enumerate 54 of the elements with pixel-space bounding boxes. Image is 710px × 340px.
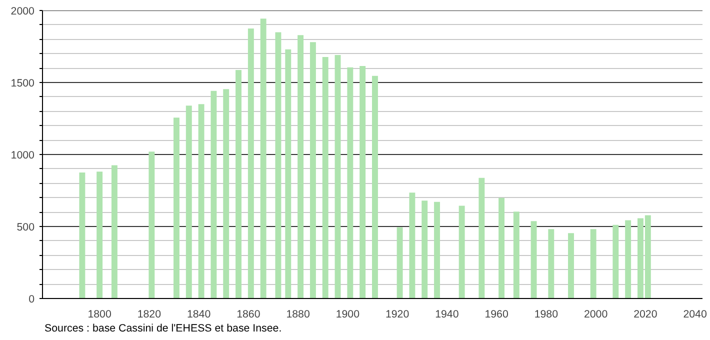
- bar: [96, 172, 103, 298]
- x-tick-label: 1960: [484, 308, 508, 320]
- bar: [248, 28, 254, 298]
- bar: [498, 198, 504, 298]
- y-tick-label: 0: [28, 294, 35, 306]
- bar: [79, 172, 86, 298]
- x-tick-label: 1900: [336, 308, 360, 320]
- x-tick-label: 1820: [137, 308, 162, 320]
- bar: [590, 229, 596, 298]
- x-tick-label: 1920: [385, 308, 410, 320]
- bar: [347, 67, 354, 298]
- bar: [409, 192, 416, 298]
- bar: [458, 206, 465, 298]
- bar: [310, 42, 316, 298]
- x-tick-label: 1880: [286, 308, 310, 320]
- bar: [360, 66, 366, 298]
- bar: [275, 32, 282, 298]
- x-tick-label: 2000: [584, 308, 608, 320]
- bar: [513, 212, 520, 298]
- y-tick-label: 1000: [10, 150, 35, 162]
- x-tick-label: 1840: [186, 308, 211, 320]
- y-tick-label: 2000: [10, 6, 35, 18]
- bar: [612, 224, 619, 298]
- bar: [478, 178, 485, 298]
- x-tick-label: 1980: [534, 308, 558, 320]
- bar: [322, 57, 328, 298]
- bar: [434, 202, 440, 298]
- bar: [111, 165, 118, 298]
- bar: [198, 104, 204, 298]
- bar: [396, 227, 403, 298]
- source-note: Sources : base Cassini de l'EHESS et base Insee.: [44, 322, 282, 334]
- bar: [260, 18, 266, 298]
- bar: [298, 35, 304, 298]
- bar: [285, 49, 292, 298]
- x-tick-label: 2040: [683, 308, 707, 320]
- x-tick-label: 1860: [236, 308, 260, 320]
- bar: [548, 229, 554, 298]
- bar: [223, 89, 230, 298]
- bar: [210, 90, 217, 298]
- x-tick-label: 2020: [634, 308, 658, 320]
- bar: [422, 200, 428, 298]
- bar: [372, 76, 378, 298]
- bar: [148, 152, 155, 298]
- bar: [530, 221, 537, 298]
- y-tick-label: 1500: [10, 78, 35, 90]
- bar: [334, 54, 341, 298]
- bar: [236, 70, 242, 298]
- bar: [186, 106, 192, 298]
- y-tick-label: 500: [16, 222, 35, 234]
- bar: [568, 233, 574, 298]
- x-tick-label: 1940: [435, 308, 459, 320]
- bar: [625, 220, 632, 298]
- bar: [174, 118, 180, 298]
- x-tick-label: 1800: [88, 308, 112, 320]
